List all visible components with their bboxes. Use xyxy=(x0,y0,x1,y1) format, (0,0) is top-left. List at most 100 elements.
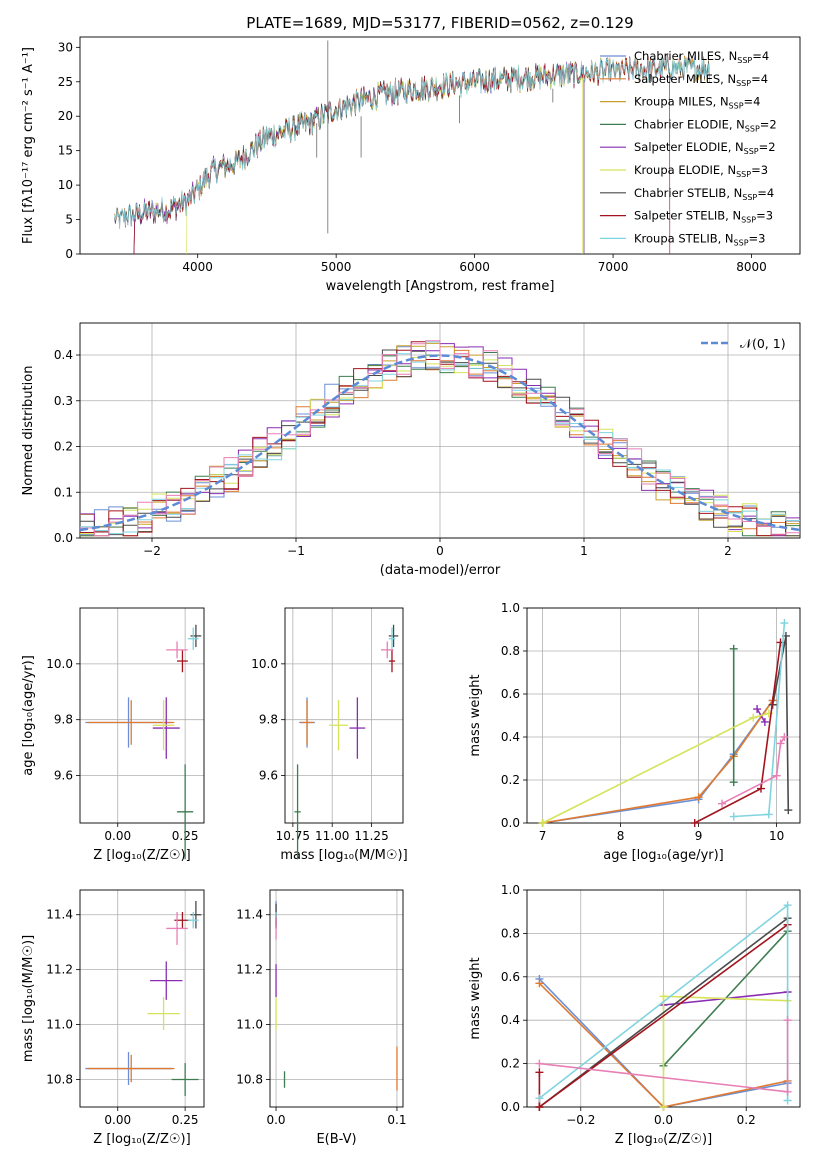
data-point xyxy=(694,793,703,802)
y-axis-label: mass weight xyxy=(468,957,483,1039)
y-tick-label: 10 xyxy=(58,178,73,192)
mass-weight-line xyxy=(538,917,789,1108)
y-tick-label: 0.2 xyxy=(54,440,73,454)
data-point xyxy=(749,713,758,722)
y-tick-label: 0.4 xyxy=(501,1013,520,1027)
y-tick-label: 9.8 xyxy=(54,713,73,727)
y-tick-label: 0.0 xyxy=(501,816,520,830)
x-tick-label: −0.2 xyxy=(566,1113,595,1127)
data-point xyxy=(535,1103,544,1111)
x-tick-label: 7000 xyxy=(598,260,629,274)
y-tick-label: 11.0 xyxy=(236,1018,263,1032)
data-point xyxy=(780,733,789,741)
x-tick-label: 0.00 xyxy=(104,1113,131,1127)
y-tick-label: 1.0 xyxy=(501,883,520,897)
x-tick-label: 0.2 xyxy=(737,1113,756,1127)
y-tick-label: 0.8 xyxy=(501,644,520,658)
x-tick-label: 1 xyxy=(580,544,588,558)
y-tick-label: 0.0 xyxy=(54,531,73,545)
chart-age_vs_Z: 0.00 0.259.69.810.0Z [log₁₀(Z/Z☉)]age [lo… xyxy=(21,607,205,863)
plot-frame xyxy=(79,36,801,255)
plot-frame xyxy=(526,607,801,824)
data-point xyxy=(776,739,785,748)
y-tick-label: 11.2 xyxy=(46,963,73,977)
y-tick-label: 11.4 xyxy=(236,908,263,922)
x-tick-label: 8 xyxy=(617,829,625,843)
legend-label: Chabrier MILES, NSSP=4 xyxy=(634,49,769,65)
x-tick-label: 6000 xyxy=(459,260,490,274)
chart-mass_weight_vs_Z: −0.2 0.0 0.2 0.0 0.2 0.4 0.6 0.8 1.0 Z [log₁₀(Z/Z… xyxy=(468,883,801,1147)
legend: Chabrier MILES, NSSP=4 Salpeter MILES, NS… xyxy=(600,49,777,247)
x-axis-label: mass [log₁₀(M/M☉)] xyxy=(280,848,407,863)
x-axis-label: Z [log₁₀(Z/Z☉)] xyxy=(615,1132,712,1147)
y-tick-label: 11.0 xyxy=(46,1018,73,1032)
y-axis-label: Normed distribution xyxy=(21,366,36,496)
histogram-series xyxy=(80,340,800,537)
y-tick-label: 10.0 xyxy=(46,657,73,671)
x-tick-label: 11.25 xyxy=(354,829,388,843)
x-axis-label: Z [log₁₀(Z/Z☉)] xyxy=(93,848,190,863)
y-tick-label: 30 xyxy=(58,40,73,54)
y-tick-label: 0.2 xyxy=(501,773,520,787)
data-point xyxy=(772,771,781,780)
data-point xyxy=(760,717,769,726)
y-axis-label: Flux [fλ10⁻¹⁷ erg cm⁻² s⁻¹ A⁻¹] xyxy=(21,47,36,244)
x-tick-label: 4000 xyxy=(182,260,213,274)
y-tick-label: 11.4 xyxy=(46,908,73,922)
data-point xyxy=(783,901,792,910)
y-tick-label: 0 xyxy=(65,247,73,261)
legend-label: Kroupa MILES, NSSP=4 xyxy=(634,95,760,111)
normal-curve xyxy=(79,354,801,532)
y-tick-label: 0.8 xyxy=(501,926,520,940)
x-tick-label: 5000 xyxy=(321,260,352,274)
x-tick-label: 10 xyxy=(769,829,784,843)
y-axis-label: age [log₁₀(age/yr)] xyxy=(21,655,36,776)
y-tick-label: 10.8 xyxy=(46,1073,73,1087)
x-axis-label: Z [log₁₀(Z/Z☉)] xyxy=(93,1132,190,1147)
x-tick-label: 0.1 xyxy=(387,1113,406,1127)
y-tick-label: 20 xyxy=(58,109,73,123)
x-tick-label: 0 xyxy=(436,544,444,558)
y-tick-label: 0.4 xyxy=(501,730,520,744)
x-tick-label: 10.75 xyxy=(276,829,310,843)
chart-age_vs_mass: 10.75 11.00 11.25 9.6 9.8 10.0 mass [log₁₀(M/M… xyxy=(251,607,408,863)
spectrum-line xyxy=(114,56,710,228)
y-tick-label: 1.0 xyxy=(501,601,520,615)
data-point xyxy=(757,784,765,793)
data-point xyxy=(659,992,668,1001)
chart-mass_vs_ebv: 0.0 0.1 10.8 11.0 11.2 11.4 E(B-V) xyxy=(236,889,407,1147)
y-tick-label: 10.0 xyxy=(251,657,278,671)
x-tick-label: 0.0 xyxy=(654,1113,673,1127)
x-tick-label: −1 xyxy=(287,544,305,558)
x-tick-label: 0.25 xyxy=(172,1113,199,1127)
data-point xyxy=(538,819,547,827)
legend-label: Kroupa STELIB, NSSP=3 xyxy=(634,231,765,247)
spectrum-line xyxy=(133,61,585,255)
legend-label: Salpeter STELIB, NSSP=3 xyxy=(634,209,773,225)
data-point xyxy=(783,1096,792,1105)
x-tick-label: 0.0 xyxy=(266,1113,285,1127)
y-tick-label: 0.2 xyxy=(501,1057,520,1071)
y-axis-label: mass weight xyxy=(468,674,483,756)
x-axis-label: (data-model)/error xyxy=(380,563,501,578)
data-point xyxy=(690,819,699,827)
chart-mass_weight_vs_age: 7 8 9 10 0.0 0.2 0.4 0.6 0.8 1.0 age [log₁₀(age/yr… xyxy=(468,601,801,863)
data-point xyxy=(729,778,738,787)
data-point xyxy=(535,1094,544,1103)
spectrum-line xyxy=(133,61,585,255)
x-tick-label: 7 xyxy=(539,829,547,843)
plot-frame xyxy=(284,607,404,824)
plot-frame xyxy=(79,607,205,824)
data-point xyxy=(783,1087,792,1096)
plot-frame xyxy=(79,322,801,539)
x-tick-label: 0.00 xyxy=(104,829,131,843)
chart-spectrum: 4000 5000 6000 7000 8000 0 5 10 15 20 25 30 waveleng… xyxy=(21,36,801,294)
x-tick-label: 8000 xyxy=(736,260,767,274)
data-point xyxy=(729,644,738,653)
legend-label: Salpeter MILES, NSSP=4 xyxy=(634,72,768,88)
x-axis-label: wavelength [Angstrom, rest frame] xyxy=(326,279,555,294)
data-point xyxy=(783,1016,792,1025)
data-point xyxy=(718,799,726,808)
mass-weight-line xyxy=(721,736,786,805)
